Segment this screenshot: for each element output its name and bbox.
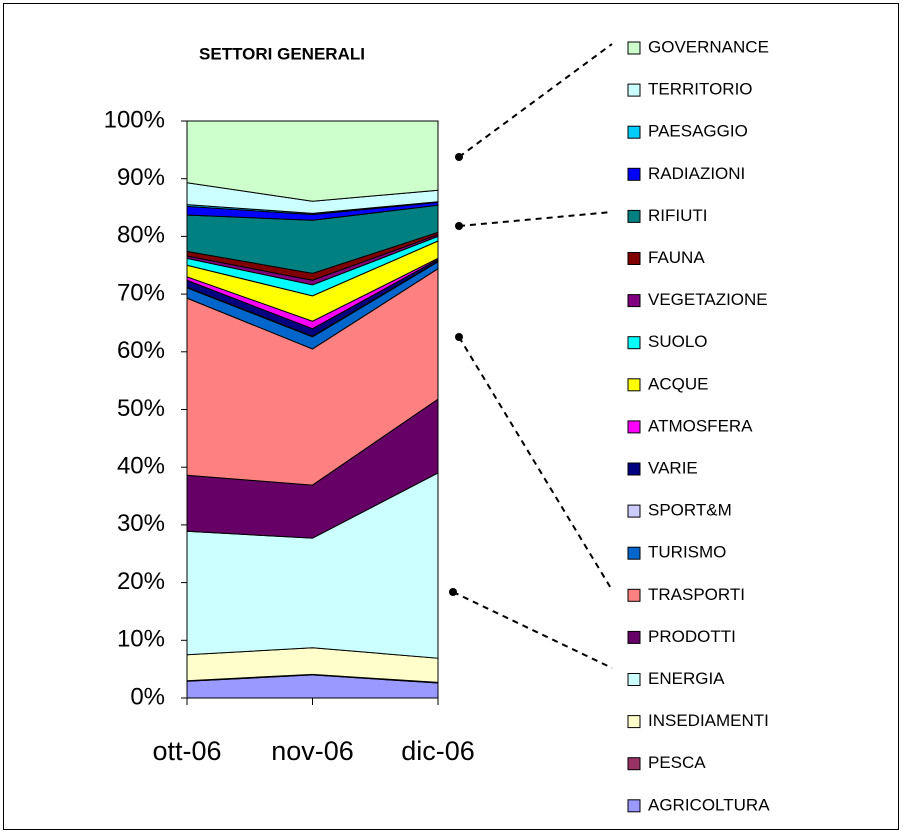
legend-label: PRODOTTI <box>648 627 736 646</box>
legend-label: VEGETAZIONE <box>648 290 768 309</box>
y-tick-label: 90% <box>117 164 165 191</box>
legend-label: VARIE <box>648 458 698 477</box>
legend-swatch <box>627 125 641 139</box>
legend-label: GOVERNANCE <box>648 37 769 56</box>
y-tick-label: 70% <box>117 279 165 306</box>
legend-swatch <box>627 167 641 181</box>
legend-swatch <box>627 757 641 771</box>
legend-swatch <box>627 673 641 686</box>
legend-swatch <box>627 715 641 729</box>
legend-swatch <box>627 588 641 602</box>
plot-area <box>186 120 439 699</box>
legend-swatch <box>627 504 641 518</box>
legend-swatch <box>627 294 641 308</box>
legend-label: RADIAZIONI <box>648 164 745 183</box>
y-tick-label: 60% <box>117 337 165 364</box>
legend-label: INSEDIAMENTI <box>648 711 769 730</box>
y-tick-label: 0% <box>130 683 165 710</box>
legend-label: PESCA <box>648 753 706 772</box>
leader-dots <box>449 153 463 596</box>
legend-label: ATMOSFERA <box>648 416 753 435</box>
y-tick-label: 20% <box>117 568 165 595</box>
legend-swatch <box>627 252 641 265</box>
legend-label: ENERGIA <box>648 669 725 688</box>
legend-swatch <box>627 209 641 223</box>
legend-swatch <box>627 378 641 392</box>
legend-label: PAESAGGIO <box>648 122 748 141</box>
legend-label: FAUNA <box>648 248 705 267</box>
y-tick-label: 30% <box>117 510 165 537</box>
y-tick-label: 80% <box>117 222 165 249</box>
y-tick-label: 100% <box>104 106 165 133</box>
legend-swatch <box>627 630 641 644</box>
legend-label: ACQUE <box>648 374 708 393</box>
legend-swatch <box>627 546 641 560</box>
x-tick-label: dic-06 <box>401 736 475 766</box>
y-tick-label: 40% <box>117 453 165 480</box>
chart-border <box>3 3 899 830</box>
legend-swatch <box>627 420 641 434</box>
legend-label: SUOLO <box>648 332 708 351</box>
legend-swatch <box>627 336 641 350</box>
legend-label: AGRICOLTURA <box>648 795 770 814</box>
chart-title: SETTORI GENERALI <box>199 44 365 63</box>
y-tick-label: 10% <box>117 626 165 653</box>
legend-swatch <box>627 462 641 476</box>
legend-label: SPORT&M <box>648 501 732 520</box>
legend-label: RIFIUTI <box>648 206 708 225</box>
legend-label: TRASPORTI <box>648 585 745 604</box>
legend-swatch <box>627 799 641 813</box>
y-tick-label: 50% <box>117 395 165 422</box>
leader-lines <box>452 43 613 669</box>
legend-label: TERRITORIO <box>648 80 753 99</box>
legend-label: TURISMO <box>648 543 726 562</box>
legend-swatch <box>627 41 641 55</box>
legend-swatch <box>627 83 641 97</box>
x-tick-label: nov-06 <box>271 736 354 766</box>
x-tick-label: ott-06 <box>152 736 221 766</box>
